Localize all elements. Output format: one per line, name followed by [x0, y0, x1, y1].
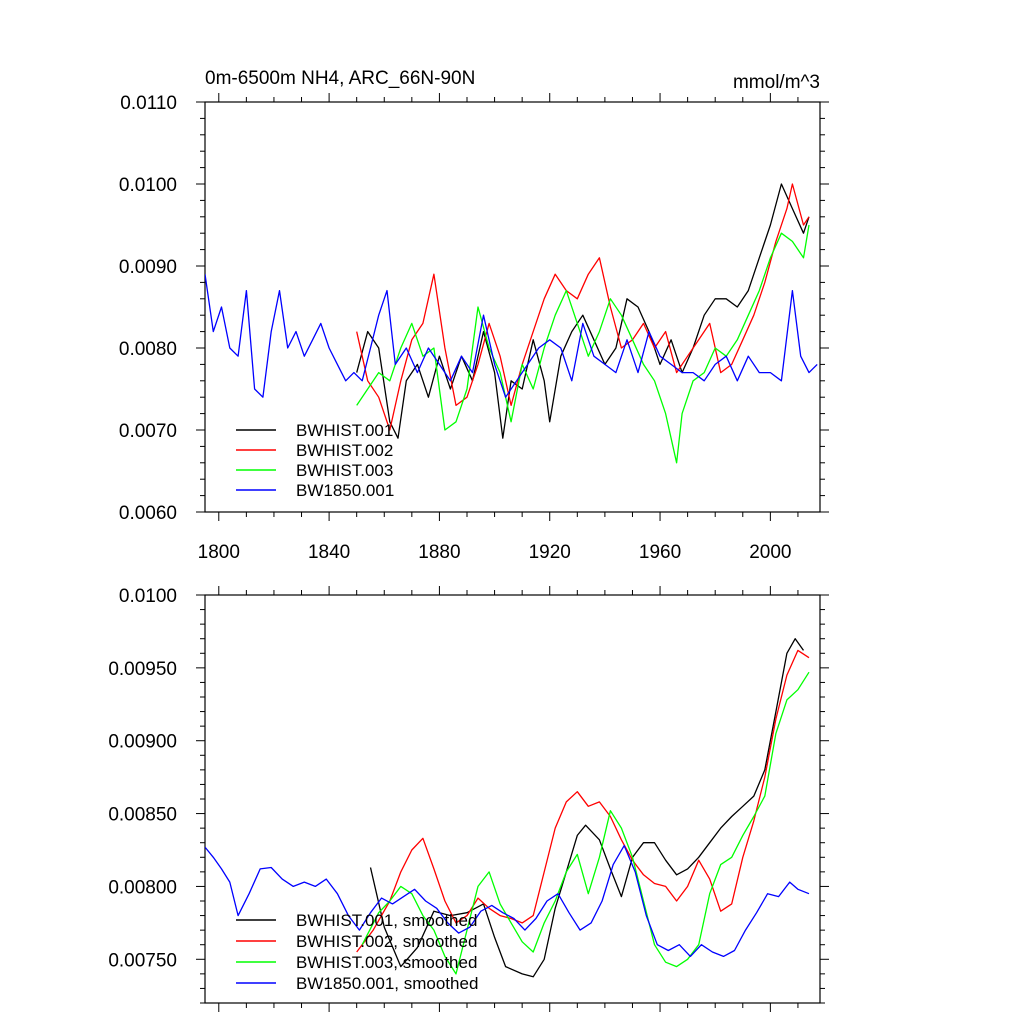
series-line-bwhist-003 — [356, 224, 810, 464]
y-tick-label: 0.0090 — [119, 257, 177, 278]
y-tick-label: 0.00900 — [108, 732, 177, 753]
y-tick-label: 0.00800 — [108, 877, 177, 898]
y-tick-label: 0.00850 — [108, 805, 177, 826]
legend-label: BWHIST.002, smoothed — [296, 932, 477, 951]
series-line-bw1850-001 — [205, 274, 818, 398]
top-panel: 1800 1840 1880 1920 1960 2000 0.0060 0.0070 0.00… — [119, 68, 829, 563]
x-tick-label: 1880 — [418, 542, 460, 563]
y-tick-label: 0.00750 — [108, 950, 177, 971]
legend-label: BW1850.001, smoothed — [296, 974, 478, 993]
series-line-bwhist-001-smoothed — [369, 638, 805, 978]
series-line-bwhist-001 — [356, 183, 810, 439]
series-line-bwhist-003-smoothed — [361, 671, 810, 975]
plot-frame — [204, 101, 821, 513]
legend-label: BWHIST.001, smoothed — [296, 911, 477, 930]
bottom-panel: 0.00750 0.00800 0.00850 0.00900 0.00950 0.010… — [108, 586, 829, 1012]
series-line-bw1850-001-smoothed — [205, 844, 810, 958]
chart-title: 0m-6500m NH4, ARC_66N-90N — [205, 68, 475, 89]
legend-label: BW1850.001 — [296, 481, 394, 500]
legend-label: BWHIST.003, smoothed — [296, 953, 477, 972]
x-tick-label: 1960 — [639, 542, 681, 563]
x-tick-label: 2000 — [749, 542, 791, 563]
y-tick-label: 0.0060 — [119, 503, 177, 524]
series-line-bwhist-002 — [356, 183, 810, 431]
legend-label: BWHIST.001 — [296, 421, 393, 440]
x-tick-label: 1800 — [198, 542, 240, 563]
legend-label: BWHIST.002 — [296, 441, 393, 460]
y-tick-label: 0.0070 — [119, 421, 177, 442]
units-label: mmol/m^3 — [733, 72, 820, 93]
y-tick-label: 0.0080 — [119, 339, 177, 360]
y-tick-label: 0.0110 — [120, 93, 177, 114]
y-tick-label: 0.00950 — [108, 659, 177, 680]
y-tick-label: 0.0100 — [119, 586, 177, 607]
legend-label: BWHIST.003 — [296, 461, 393, 480]
x-tick-label: 1920 — [529, 542, 571, 563]
y-tick-label: 0.0100 — [119, 175, 177, 196]
x-tick-label: 1840 — [308, 542, 350, 563]
series-line-bwhist-002-smoothed — [356, 649, 810, 953]
